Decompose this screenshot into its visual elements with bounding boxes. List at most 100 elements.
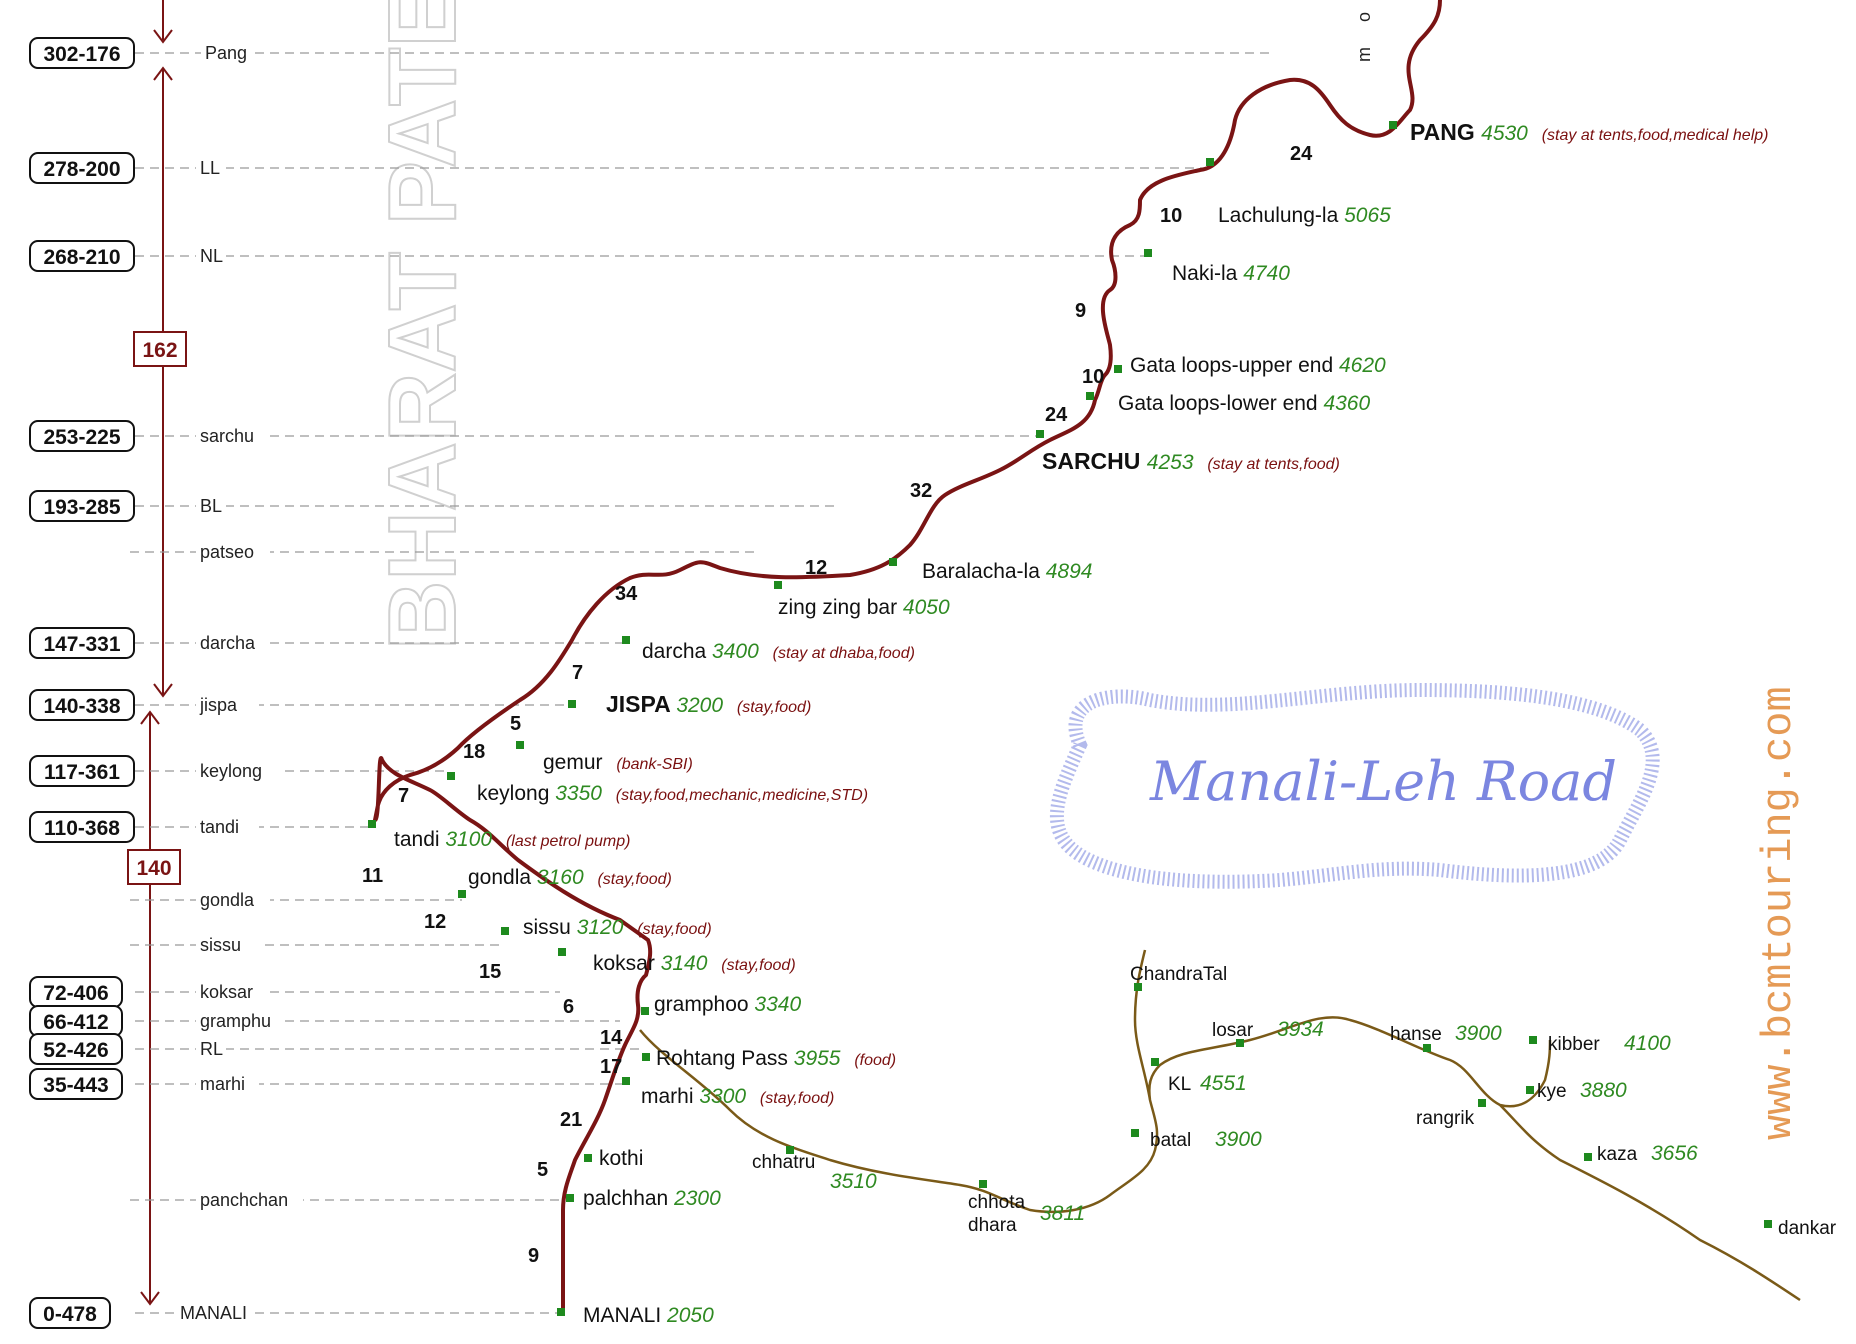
spiti-place-dhara: dhara 3811 xyxy=(968,1202,1085,1236)
km-stop-label: darcha xyxy=(200,633,256,653)
place-label: hanse xyxy=(1390,1024,1442,1045)
segment-distance: 9 xyxy=(1075,300,1086,322)
place-label: darcha 3400 (stay at dhaba,food) xyxy=(642,640,915,663)
spiti-places-layer: ChandraTal losar 3934 hanse 3900 kibber 4100 KL… xyxy=(752,964,1837,1239)
place-label: kothi xyxy=(599,1147,643,1170)
place-pang: PANG 4530 (stay at tents,food,medical he… xyxy=(1389,119,1768,145)
km-row: 302-176 Pang xyxy=(29,37,1270,69)
svg-text:140: 140 xyxy=(136,857,171,880)
place-marker xyxy=(566,1194,574,1202)
km-row: 0-478 MANALI xyxy=(29,1297,560,1329)
place-label: losar xyxy=(1212,1020,1254,1041)
place-gemur: gemur (bank-SBI) xyxy=(516,741,693,774)
top-partial-label: m o r xyxy=(1354,0,1374,62)
place-label: kibber xyxy=(1548,1034,1600,1055)
km-value: 0-478 xyxy=(43,1303,97,1326)
place-marker xyxy=(1086,392,1094,400)
segment-distance: 6 xyxy=(563,996,574,1018)
place-marker xyxy=(774,581,782,589)
watermark: BHARAT PATEL xyxy=(369,0,476,650)
place-marker xyxy=(558,948,566,956)
place-marker xyxy=(447,772,455,780)
segment-distance: 15 xyxy=(479,961,501,983)
place-altitude: 4551 xyxy=(1200,1072,1247,1095)
segment-distance: 5 xyxy=(537,1159,548,1181)
spiti-place-batal: batal 3900 xyxy=(1131,1128,1262,1151)
place-label: batal xyxy=(1150,1130,1191,1151)
place-label: kaza xyxy=(1597,1144,1638,1165)
km-stop-label: koksar xyxy=(200,982,253,1002)
km-value: 35-443 xyxy=(43,1074,108,1097)
km-value: 66-412 xyxy=(43,1011,108,1034)
segment-distance: 11 xyxy=(362,865,383,887)
km-row: 253-225 sarchu xyxy=(29,420,1040,452)
km-value: 147-331 xyxy=(43,633,120,656)
km-value: 302-176 xyxy=(43,43,120,66)
km-value: 110-368 xyxy=(44,817,120,840)
spiti-place-kaza: kaza 3656 xyxy=(1584,1142,1698,1165)
km-stop-label: jispa xyxy=(199,695,238,715)
segment-distance: 21 xyxy=(560,1109,582,1131)
km-stop-label: gramphu xyxy=(200,1011,271,1031)
place-naki-la: Naki-la 4740 xyxy=(1144,249,1290,285)
km-row: 52-426 RL xyxy=(29,1033,640,1065)
place-marker xyxy=(458,890,466,898)
km-stop-label: tandi xyxy=(200,817,239,837)
spiti-place-losar: losar 3934 xyxy=(1212,1018,1324,1047)
km-stop-label: sarchu xyxy=(200,426,254,446)
place-marker xyxy=(1389,121,1397,129)
km-stop-label: gondla xyxy=(200,890,255,910)
segment-distance: 5 xyxy=(510,713,521,735)
km-row: 72-406 koksar xyxy=(29,976,560,1008)
place-sarchu: SARCHU 4253 (stay at tents,food) xyxy=(1036,430,1340,474)
place-label: Baralacha-la 4894 xyxy=(922,560,1092,583)
segment-total-162: 162 xyxy=(133,331,187,367)
km-row: sissu xyxy=(130,931,505,955)
place-marker xyxy=(1529,1036,1537,1044)
km-value: 278-200 xyxy=(43,158,120,181)
place-keylong: keylong 3350 (stay,food,mechanic,medicin… xyxy=(447,772,868,805)
km-row: 110-368 tandi xyxy=(29,811,372,843)
km-value: 52-426 xyxy=(43,1039,108,1062)
place-marker xyxy=(1423,1044,1431,1052)
place-marker xyxy=(1236,1039,1244,1047)
place-label: KL xyxy=(1168,1074,1191,1095)
place-altitude: 3880 xyxy=(1580,1079,1627,1102)
place-marker xyxy=(1478,1099,1486,1107)
place-marker xyxy=(786,1146,794,1154)
place-label: rangrik xyxy=(1416,1108,1475,1129)
km-row: 140-338 jispa xyxy=(29,689,570,721)
place-label: keylong 3350 (stay,food,mechanic,medicin… xyxy=(477,782,868,805)
place-label: sissu 3120 (stay,food) xyxy=(523,916,712,939)
place-marker xyxy=(1584,1153,1592,1161)
km-value: 193-285 xyxy=(43,496,120,519)
place-label: chhatru xyxy=(752,1152,815,1173)
segment-distance: 24 xyxy=(1045,404,1068,426)
place-label: PANG 4530 (stay at tents,food,medical he… xyxy=(1410,119,1768,145)
km-row: 117-361 keylong xyxy=(29,755,450,787)
segment-distance: 7 xyxy=(398,785,409,807)
km-row: panchchan xyxy=(130,1186,565,1210)
place-gata-loops-lower-end: Gata loops-lower end 4360 xyxy=(1086,392,1370,415)
segment-total-140: 140 xyxy=(127,849,181,885)
segment-distance: 14 xyxy=(600,1027,623,1049)
km-row: 193-285 BL xyxy=(29,490,840,522)
km-value: 268-210 xyxy=(43,246,120,269)
manali-leh-route xyxy=(372,0,1442,1312)
segment-distance: 18 xyxy=(463,741,485,763)
spiti-place-dankar: dankar xyxy=(1764,1218,1837,1239)
place-baralacha-la: Baralacha-la 4894 xyxy=(889,558,1092,583)
km-row: 35-443 marhi xyxy=(29,1068,625,1100)
place-jispa: JISPA 3200 (stay,food) xyxy=(568,691,811,717)
place-marker xyxy=(622,636,630,644)
place-label: koksar 3140 (stay,food) xyxy=(593,952,796,975)
place-label: chhota xyxy=(968,1192,1025,1213)
place-marker xyxy=(584,1154,592,1162)
place-label: Lachulung-la 5065 xyxy=(1218,204,1391,227)
segment-distance: 10 xyxy=(1082,366,1104,388)
segment-distances-layer: 24 10 9 10 24 32 12 34 7 5 18 7 11 12 15 6 14 17 21 5 9 xyxy=(362,143,1313,1267)
place-altitude: 4100 xyxy=(1624,1032,1671,1055)
place-marker xyxy=(1036,430,1044,438)
